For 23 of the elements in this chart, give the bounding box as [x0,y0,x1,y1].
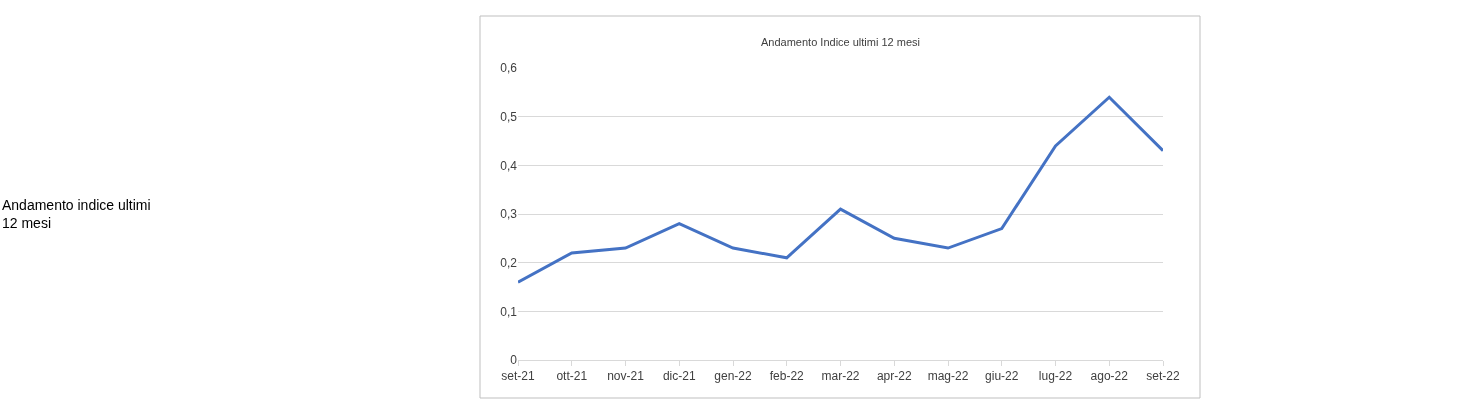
x-tick-label: gen-22 [714,369,752,384]
x-tick-label: giu-22 [985,369,1019,384]
x-tick-label: lug-22 [1038,369,1073,384]
x-tick-label: set-22 [1146,369,1180,384]
x-tick-label: ott-21 [556,369,588,384]
y-tick-label: 0,3 [500,207,518,222]
x-tick-label: nov-21 [607,369,645,384]
y-tick-label: 0 [510,353,518,368]
x-tick-label: mag-22 [927,369,969,384]
x-tick-label: apr-22 [876,369,912,384]
chart-title: Andamento Indice ultimi 12 mesi [761,35,920,48]
line-series [518,95,1163,284]
x-tick-label: dic-21 [662,369,696,384]
x-tick-label: ago-22 [1090,369,1129,384]
text: Andamento indice ultimi 12 mesi [2,197,151,232]
x-tick-label: feb-22 [769,369,805,384]
y-tick-label: 0,2 [500,255,518,270]
y-tick-label: 0,6 [500,61,518,76]
y-tick-label: 0,5 [500,109,518,124]
y-tick-label: 0,4 [500,158,518,173]
x-tick-label: mar-22 [821,369,860,384]
x-tick-label: set-21 [501,369,535,384]
y-tick-label: 0,1 [500,304,518,319]
